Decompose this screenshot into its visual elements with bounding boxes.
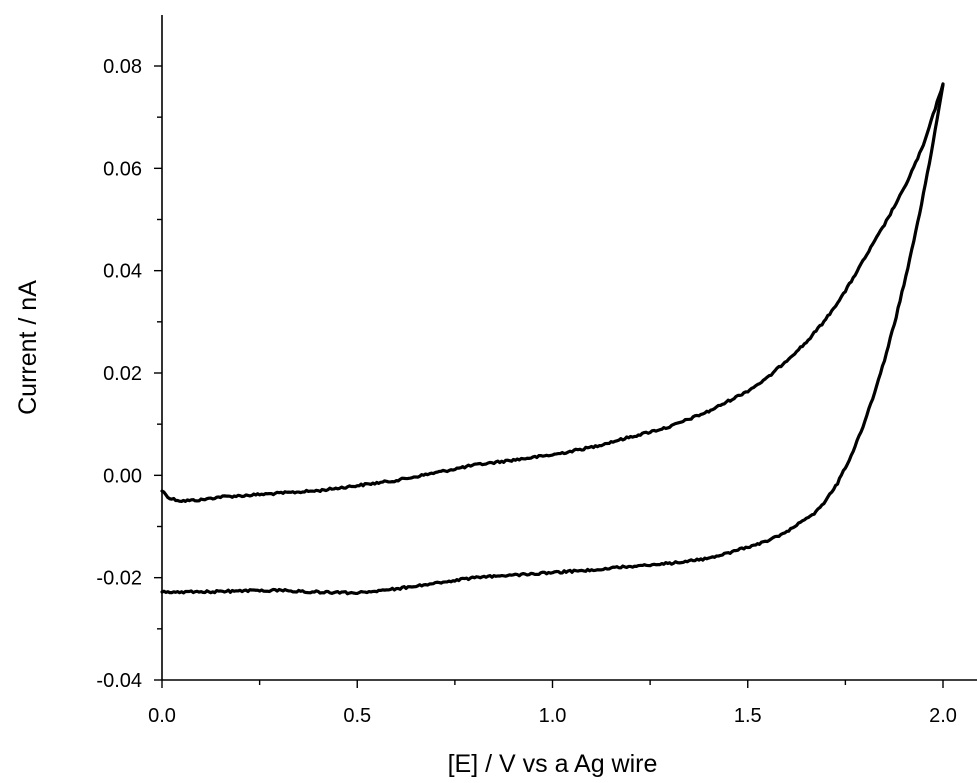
x-tick-label: 0.0 (148, 705, 176, 727)
x-tick-label: 0.5 (343, 705, 371, 727)
y-tick-label: -0.02 (96, 568, 142, 590)
cv-trace-reverse-scan (160, 83, 945, 596)
y-tick-label: 0.00 (103, 465, 142, 487)
x-tick-label: 1.5 (734, 705, 762, 727)
series-layer (160, 82, 945, 596)
y-tick-label: 0.08 (103, 56, 142, 78)
y-tick-label: -0.04 (96, 670, 142, 692)
x-tick-label: 2.0 (929, 705, 957, 727)
x-axis-ticks: 0.0 0.5 1.0 1.5 2.0 (148, 680, 957, 727)
x-tick-label: 1.0 (539, 705, 567, 727)
x-axis-title: [E] / V vs a Ag wire (448, 750, 658, 778)
y-tick-label: 0.02 (103, 363, 142, 385)
y-tick-label: 0.06 (103, 158, 142, 180)
y-tick-label: 0.04 (103, 261, 142, 283)
y-axis-ticks: -0.04 -0.02 0.00 0.02 0.04 0.06 0.08 (96, 56, 162, 692)
y-axis-title: Current / nA (14, 280, 42, 415)
cv-trace-forward-scan (160, 82, 945, 504)
